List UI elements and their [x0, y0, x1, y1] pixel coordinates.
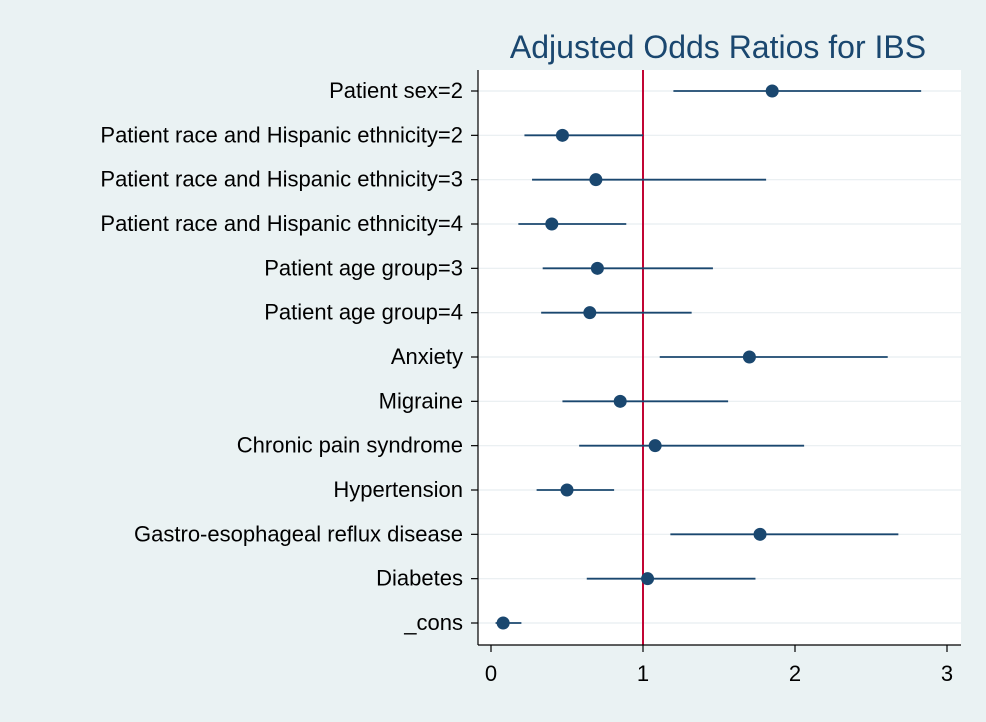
estimate-marker	[641, 572, 655, 586]
estimate-marker	[589, 173, 603, 187]
point-estimates	[496, 84, 779, 630]
estimate-marker	[613, 394, 627, 408]
y-tick-label: Chronic pain syndrome	[237, 433, 463, 458]
y-tick-label: Patient age group=3	[264, 255, 463, 280]
confidence-intervals	[495, 90, 922, 624]
y-tick-label: _cons	[403, 610, 463, 635]
x-tick-label: 2	[789, 661, 801, 686]
x-tick-label: 1	[637, 661, 649, 686]
y-tick-label: Patient race and Hispanic ethnicity=3	[100, 167, 463, 192]
estimate-marker	[590, 261, 604, 275]
estimate-marker	[560, 483, 574, 497]
y-axis-labels: Patient sex=2 Patient race and Hispanic e…	[100, 78, 463, 635]
y-tick-label: Hypertension	[333, 477, 463, 502]
y-tick-label: Patient race and Hispanic ethnicity=2	[100, 122, 463, 147]
estimate-marker	[648, 439, 662, 453]
axes	[471, 70, 961, 652]
y-tick-label: Gastro-esophageal reflux disease	[134, 521, 463, 546]
estimate-marker	[496, 616, 510, 630]
estimate-marker	[583, 306, 597, 320]
y-tick-label: Patient race and Hispanic ethnicity=4	[100, 211, 463, 236]
y-tick-label: Anxiety	[391, 344, 463, 369]
estimate-marker	[765, 84, 779, 98]
estimate-marker	[742, 350, 756, 364]
x-tick-label: 3	[941, 661, 953, 686]
estimate-marker	[753, 527, 767, 541]
y-tick-label: Diabetes	[376, 566, 463, 591]
y-tick-label: Migraine	[379, 388, 463, 413]
estimate-marker	[555, 128, 569, 142]
y-tick-label: Patient age group=4	[264, 300, 463, 325]
x-tick-label: 0	[485, 661, 497, 686]
estimate-marker	[545, 217, 559, 231]
chart-title: Adjusted Odds Ratios for IBS	[510, 29, 926, 65]
y-tick-label: Patient sex=2	[329, 78, 463, 103]
x-axis-labels: 0 1 2 3	[485, 661, 953, 686]
